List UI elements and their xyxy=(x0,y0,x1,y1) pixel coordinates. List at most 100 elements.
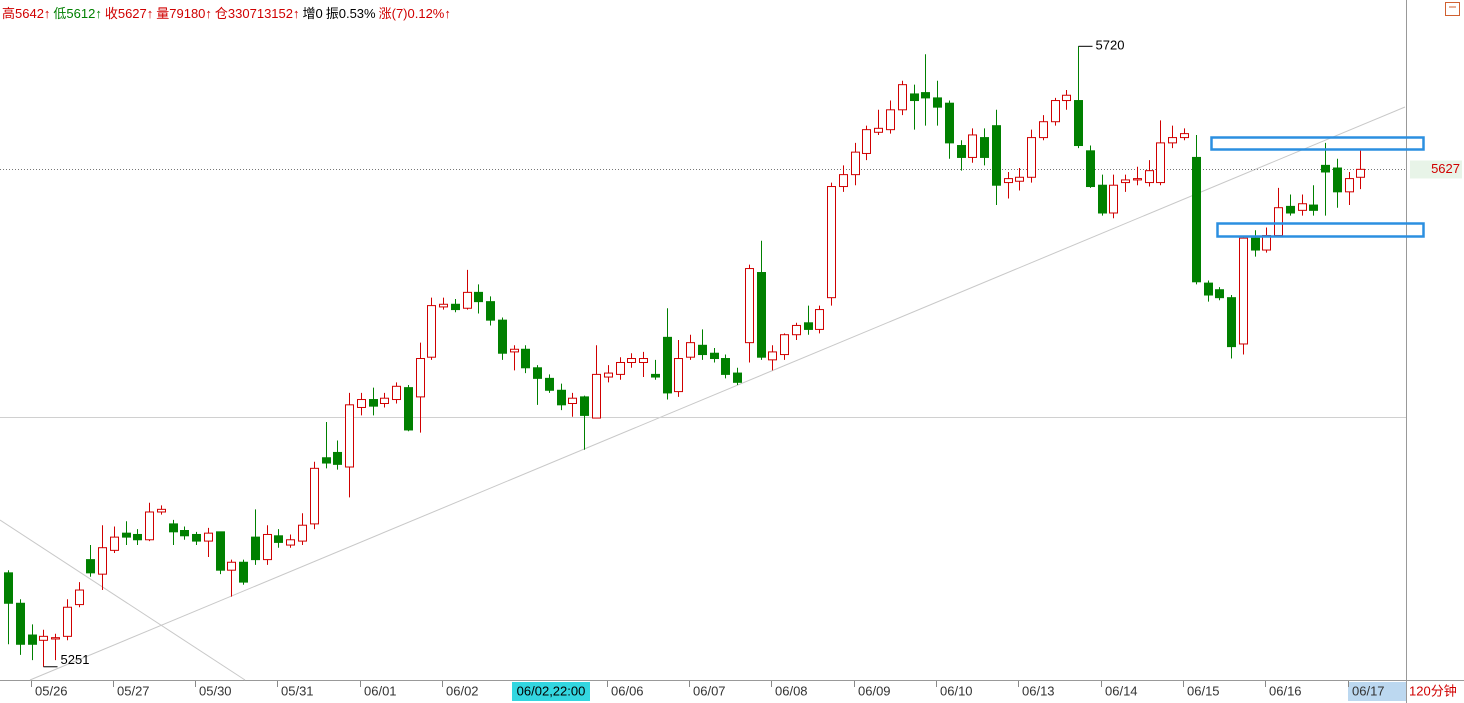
candle-body xyxy=(1180,133,1189,139)
panel-toggle[interactable] xyxy=(1445,2,1460,16)
candle-body xyxy=(227,561,236,571)
candle-body xyxy=(427,305,436,358)
candle-body xyxy=(827,186,836,299)
candle-body xyxy=(839,174,848,188)
candle-body xyxy=(592,373,601,419)
candle-body xyxy=(545,377,554,391)
candle-body xyxy=(1321,164,1330,173)
candle-body xyxy=(651,373,660,378)
candle-body xyxy=(521,348,530,369)
candle-body xyxy=(768,351,777,361)
candle-body xyxy=(733,372,742,383)
candle-body xyxy=(1227,297,1236,348)
candle-body xyxy=(580,396,589,416)
candle-body xyxy=(557,389,566,406)
time-label: 05/30 xyxy=(199,683,232,698)
time-label: 05/27 xyxy=(117,683,150,698)
candle-body xyxy=(780,334,789,356)
trend-line xyxy=(0,519,246,681)
quote-field: 收5627↑ xyxy=(104,6,154,21)
candle-body xyxy=(510,348,519,353)
candle-body xyxy=(322,457,331,464)
candle-body xyxy=(286,539,295,546)
current-day-badge xyxy=(1348,682,1406,701)
candle-body xyxy=(745,268,754,344)
candle-body xyxy=(1286,205,1295,214)
time-label: 06/16 xyxy=(1269,683,1302,698)
candle-body xyxy=(333,451,342,465)
candle-body xyxy=(463,291,472,309)
candle-body xyxy=(886,109,895,131)
candle-body xyxy=(1109,184,1118,214)
candle-body xyxy=(792,324,801,336)
candle-body xyxy=(1121,179,1130,184)
candle-body xyxy=(945,102,954,144)
candle-body xyxy=(180,530,189,537)
candle-body xyxy=(921,92,930,99)
candle-body xyxy=(1298,203,1307,211)
candle-body xyxy=(1074,100,1083,147)
candle-body xyxy=(392,385,401,401)
candle-body xyxy=(1051,100,1060,123)
candle-body xyxy=(4,572,13,604)
candle-body xyxy=(498,319,507,354)
candle-body xyxy=(1098,184,1107,214)
quote-field: 高5642↑ xyxy=(2,6,51,21)
candle-body xyxy=(380,397,389,405)
candle-body xyxy=(1027,137,1036,178)
candle-body xyxy=(416,358,425,398)
candle-body xyxy=(1086,150,1095,188)
candle-body xyxy=(1039,121,1048,139)
candle-body xyxy=(63,606,72,637)
candle-body xyxy=(874,127,883,133)
candle-body xyxy=(251,536,260,561)
quote-field: 增0 xyxy=(302,6,323,21)
candle-body xyxy=(980,137,989,158)
candle-body xyxy=(1309,204,1318,211)
candle-body xyxy=(1333,167,1342,193)
min-label: 5251 xyxy=(61,652,90,667)
candle-body xyxy=(310,467,319,525)
quote-header: 高5642↑ 低5612↑ 收5627↑ 量79180↑ 仓330713152↑ 增0 振0… xyxy=(2,3,454,22)
candle-body xyxy=(345,404,354,468)
quote-field: 振0.53% xyxy=(325,6,376,21)
time-label: 06/15 xyxy=(1187,683,1220,698)
candle-body xyxy=(486,301,495,321)
cursor-time-badge xyxy=(512,682,590,701)
time-label: 05/31 xyxy=(281,683,314,698)
candle-body xyxy=(639,358,648,363)
candle-body xyxy=(968,134,977,158)
candle-body xyxy=(957,145,966,158)
last-price-label: 5627 xyxy=(1431,161,1460,176)
time-label: 06/14 xyxy=(1105,683,1138,698)
candle-body xyxy=(1204,282,1213,296)
candle-body xyxy=(1356,168,1365,178)
candle-body xyxy=(686,342,695,358)
candle-body xyxy=(1251,237,1260,251)
candle-body xyxy=(86,559,95,574)
cursor-time-label: 06/02,22:00 xyxy=(517,683,586,698)
candle-body xyxy=(1239,237,1248,345)
candle-body xyxy=(1274,207,1283,236)
candle-body xyxy=(133,533,142,541)
candle-body xyxy=(274,535,283,543)
candle-body xyxy=(51,637,60,640)
candle-body xyxy=(75,589,84,606)
candle-body xyxy=(616,361,625,375)
candle-body xyxy=(404,387,413,431)
time-label: 06/13 xyxy=(1022,683,1055,698)
plot-area: 5720 5251 xyxy=(0,38,1406,668)
candle-body xyxy=(1015,176,1024,182)
candle-body xyxy=(1156,142,1165,184)
candle-body xyxy=(663,336,672,394)
candle-body xyxy=(192,533,201,542)
time-label: 06/02 xyxy=(446,683,479,698)
candle-body xyxy=(204,532,213,542)
candle-body xyxy=(533,367,542,379)
candle-body xyxy=(298,524,307,542)
candle-body xyxy=(98,547,107,575)
candle-body xyxy=(1192,156,1201,283)
time-label: 05/26 xyxy=(35,683,68,698)
candle-body xyxy=(1168,137,1177,144)
